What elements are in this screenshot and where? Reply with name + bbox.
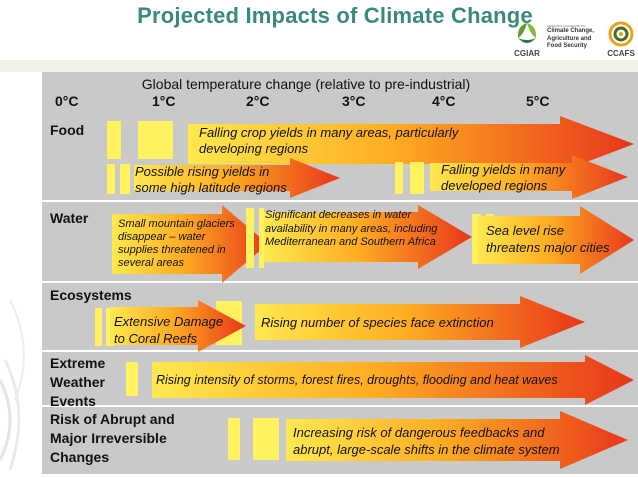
water-sealevel-line-2: threatens major cities — [486, 240, 610, 255]
extreme-storms-text: Rising intensity of storms, forest fires… — [156, 373, 558, 387]
row-separator — [42, 200, 638, 202]
abrupt-feedbacks-arrow — [286, 411, 628, 469]
water-glaciers-arrow — [112, 205, 268, 283]
water-glaciers-line-3: supplies threatened in — [118, 244, 226, 256]
row-label-ecosystems: Ecosystems — [50, 287, 132, 303]
cgiar-logo: CGIAR — [510, 20, 544, 60]
food-rising-bars — [107, 164, 130, 194]
program-line-3: Food Security — [547, 43, 588, 49]
food-rising-line-1: Possible rising yields in — [135, 164, 270, 179]
eco-coral-line-1: Extensive Damage — [114, 314, 224, 329]
program-small-text: RESEARCH PROGRAM ON — [547, 24, 586, 28]
page-title: Projected Impacts of Climate Change — [137, 3, 533, 28]
water-glaciers-line-1: Small mountain glaciers — [118, 218, 235, 230]
food-developed-line-1: Falling yields in many — [441, 162, 566, 177]
row-label-abrupt-change: Risk of Abrupt and Major Irreversible Ch… — [50, 410, 175, 467]
tick-5c: 5°C — [526, 93, 550, 109]
tick-2c: 2°C — [246, 93, 270, 109]
program-line-2: Agriculture and — [547, 35, 592, 42]
water-glacier-bars — [246, 208, 264, 268]
eco-species-text: Rising number of species face extinction — [261, 315, 494, 330]
food-developed-line-2: developed regions — [441, 178, 548, 193]
food-developed-arrow — [430, 155, 628, 199]
row-label-extreme-weather: Extreme Weather Events — [50, 354, 105, 411]
row-label-water: Water — [50, 210, 89, 226]
water-decrease-line-2: availability in many areas, including — [265, 222, 438, 235]
food-falling-text: Falling crop yields in many areas, parti… — [199, 125, 458, 157]
water-glaciers-line-2: disappear – water — [118, 231, 206, 243]
water-sealevel-line-1: Sea level rise — [486, 223, 565, 238]
food-rising-line-2: some high latitude regions — [135, 180, 287, 195]
food-falling-arrow — [188, 116, 634, 172]
food-developed-text: Falling yields in many developed regions — [441, 162, 565, 194]
row-label-extreme-line-3: Events — [50, 393, 96, 409]
ccafs-logo-text: CCAFS — [607, 49, 635, 58]
tick-0c: 0°C — [55, 93, 79, 109]
extreme-storms-arrow — [152, 355, 634, 405]
abrupt-feedbacks-line-1: Increasing risk of dangerous feedbacks a… — [293, 425, 545, 440]
tick-3c: 3°C — [342, 93, 366, 109]
row-separator — [42, 405, 638, 407]
abrupt-feedbacks-text: Increasing risk of dangerous feedbacks a… — [293, 424, 560, 458]
axis-title: Global temperature change (relative to p… — [141, 76, 471, 92]
water-decrease-line-1: Significant decreases in water — [265, 209, 412, 221]
row-label-abrupt-line-3: Changes — [50, 449, 110, 465]
tick-1c: 1°C — [152, 93, 176, 109]
water-glaciers-text: Small mountain glaciers disappear – wate… — [118, 218, 235, 270]
row-label-extreme-line-1: Extreme — [50, 355, 106, 371]
abrupt-feedbacks-line-2: abrupt, large-scale shifts in the climat… — [293, 442, 560, 457]
food-rising-text: Possible rising yields in some high lati… — [135, 164, 287, 196]
eco-coral-arrow — [110, 300, 246, 352]
cgiar-logo-text: CGIAR — [514, 49, 540, 58]
extreme-bars — [126, 362, 138, 396]
food-yellow-bars — [107, 121, 173, 159]
water-decrease-text: Significant decreases in water availabil… — [265, 209, 437, 250]
water-glaciers-line-4: several areas — [118, 257, 185, 269]
program-logo-text: RESEARCH PROGRAM ON Climate Change, Agri… — [547, 24, 603, 51]
row-separator — [42, 281, 638, 283]
ccafs-logo: CCAFS — [606, 20, 636, 60]
water-decrease-arrow — [264, 205, 472, 269]
tick-4c: 4°C — [432, 93, 456, 109]
cgiar-leaf-icon — [517, 23, 537, 43]
row-label-food: Food — [50, 122, 85, 138]
water-decrease-line-3: Mediterranean and Southern Africa — [265, 236, 436, 248]
eco-species-arrow — [255, 296, 585, 348]
row-separator — [42, 350, 638, 352]
abrupt-bars — [228, 418, 279, 460]
food-falling-line-1: Falling crop yields in many areas, parti… — [199, 125, 459, 140]
eco-coral-text: Extensive Damage to Coral Reefs — [114, 313, 223, 347]
row-label-abrupt-line-1: Risk of Abrupt and — [50, 411, 175, 427]
food-falling-line-2: developing regions — [199, 141, 309, 156]
row-label-extreme-line-2: Weather — [50, 374, 105, 390]
food-rising-arrow — [134, 158, 340, 198]
program-line-1: Climate Change, — [547, 28, 595, 34]
ccafs-swirl-icon — [608, 21, 634, 47]
eco-coral-line-2: to Coral Reefs — [114, 331, 198, 346]
food-developed-bars — [395, 162, 424, 194]
water-sealevel-arrow — [478, 206, 634, 274]
row-label-abrupt-line-2: Major Irreversible — [50, 430, 167, 446]
water-sealevel-text: Sea level rise threatens major cities — [486, 222, 610, 256]
